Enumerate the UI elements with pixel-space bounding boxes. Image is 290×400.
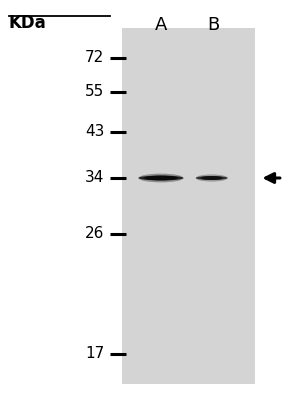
Ellipse shape (196, 176, 228, 180)
Text: 72: 72 (85, 50, 104, 66)
Text: A: A (155, 16, 167, 34)
Text: KDa: KDa (9, 14, 46, 32)
Text: B: B (207, 16, 219, 34)
Text: 17: 17 (85, 346, 104, 362)
Ellipse shape (144, 176, 178, 180)
Bar (122, 28, 255, 384)
Ellipse shape (139, 176, 184, 180)
Text: 55: 55 (85, 84, 104, 100)
Ellipse shape (196, 174, 228, 182)
Ellipse shape (139, 174, 184, 182)
Text: 26: 26 (85, 226, 104, 242)
Ellipse shape (201, 176, 223, 180)
Text: 43: 43 (85, 124, 104, 140)
Text: 34: 34 (85, 170, 104, 186)
